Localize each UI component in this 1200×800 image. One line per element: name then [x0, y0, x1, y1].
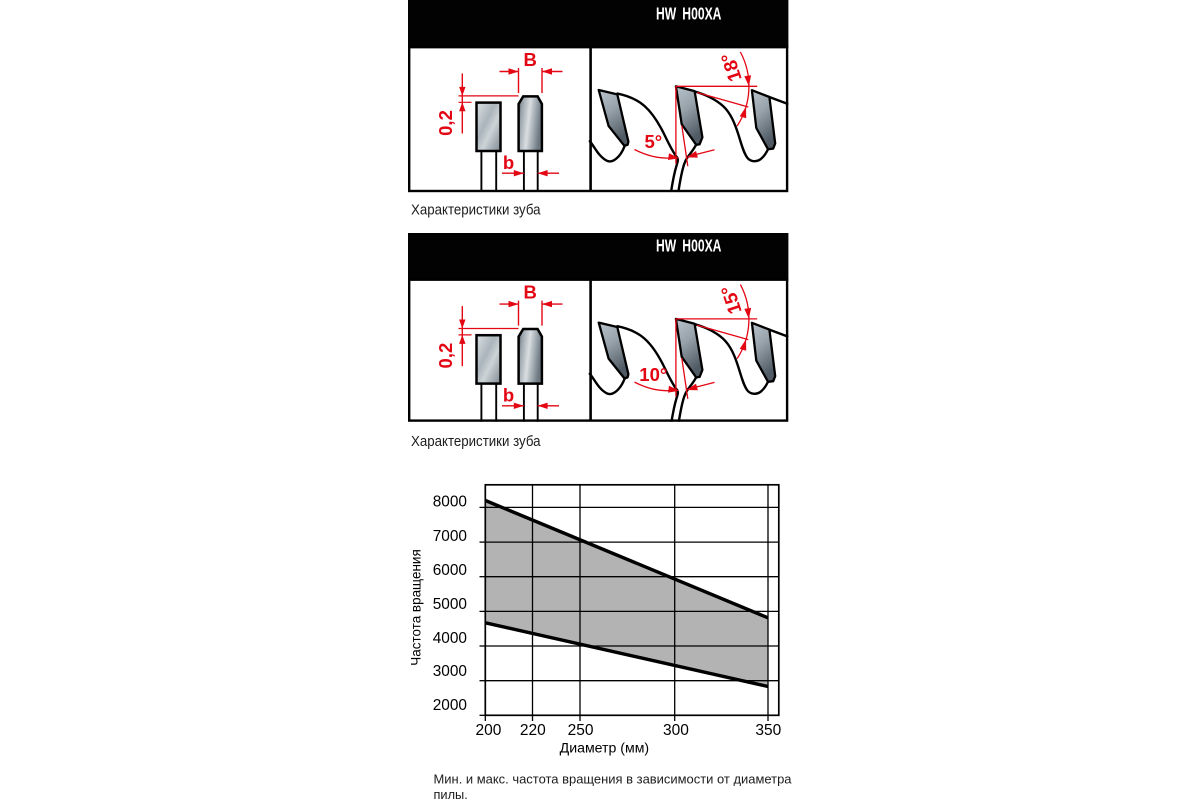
svg-text:7000: 7000: [433, 528, 467, 545]
svg-text:Характеристики зуба: Характеристики зуба: [411, 434, 541, 450]
svg-text:220: 220: [520, 722, 546, 739]
svg-text:6000: 6000: [433, 562, 467, 579]
svg-text:350: 350: [755, 722, 781, 739]
svg-text:250: 250: [568, 722, 594, 739]
svg-text:пилы.: пилы.: [434, 787, 468, 800]
svg-text:Частота вращения: Частота вращения: [408, 549, 424, 666]
svg-text:5°: 5°: [644, 131, 662, 152]
svg-text:Диаметр (мм): Диаметр (мм): [560, 741, 650, 756]
svg-text:200: 200: [475, 722, 501, 739]
svg-text:4000: 4000: [433, 630, 467, 647]
svg-text:2000: 2000: [433, 697, 467, 714]
svg-text:5000: 5000: [433, 596, 467, 613]
svg-text:HW H00XA: HW H00XA: [656, 4, 721, 24]
svg-text:HW H00XA: HW H00XA: [656, 236, 721, 256]
svg-text:300: 300: [663, 722, 689, 739]
svg-text:8000: 8000: [433, 494, 467, 511]
svg-text:3000: 3000: [433, 663, 467, 680]
svg-text:Характеристики зуба: Характеристики зуба: [411, 202, 541, 218]
svg-text:Мин. и макс. частота вращения: Мин. и макс. частота вращения в зависимо…: [434, 772, 793, 787]
svg-text:10°: 10°: [639, 364, 667, 385]
